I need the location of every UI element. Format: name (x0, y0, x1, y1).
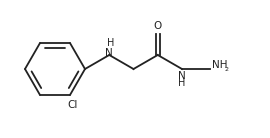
Text: Cl: Cl (68, 100, 78, 110)
Text: N: N (105, 48, 113, 58)
Text: H: H (107, 38, 114, 48)
Text: N: N (178, 71, 186, 81)
Text: H: H (178, 78, 186, 88)
Text: NH: NH (212, 60, 228, 70)
Text: O: O (154, 21, 162, 31)
Text: $_2$: $_2$ (224, 64, 230, 74)
